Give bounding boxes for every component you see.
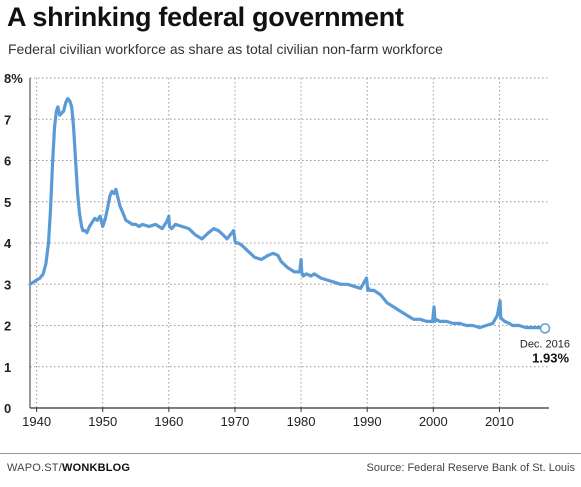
chart-title: A shrinking federal government: [7, 2, 404, 32]
source-note: Source: Federal Reserve Bank of St. Loui…: [366, 462, 576, 474]
axes: [29, 78, 549, 412]
x-tick-label: 2000: [419, 414, 448, 429]
x-tick-label: 1940: [22, 414, 51, 429]
y-tick-label: 7: [4, 112, 11, 127]
y-tick-label: 8%: [4, 71, 23, 86]
annotation-date: Dec. 2016: [520, 338, 570, 350]
credit-line: WAPO.ST/WONKBLOG: [7, 462, 130, 474]
y-tick-label: 6: [4, 154, 11, 169]
y-tick-label: 3: [4, 277, 11, 292]
credit-prefix: WAPO.ST/: [7, 462, 62, 474]
y-tick-label: 2: [4, 319, 11, 334]
y-tick-label: 4: [4, 236, 12, 251]
x-tick-label: 2010: [485, 414, 514, 429]
credit-brand: WONKBLOG: [61, 462, 131, 474]
annotation-value: 1.93%: [532, 350, 569, 365]
y-axis-ticks: 0 1 2 3 4 5 6 7 8%: [4, 71, 23, 416]
x-tick-label: 1990: [353, 414, 382, 429]
chart-subtitle: Federal civilian workforce as share as t…: [8, 41, 443, 57]
x-tick-label: 1970: [220, 414, 249, 429]
y-tick-label: 0: [4, 401, 11, 416]
x-tick-label: 1960: [154, 414, 183, 429]
x-tick-label: 1980: [287, 414, 316, 429]
grid-lines: [30, 77, 549, 408]
series-line: [28, 96, 547, 330]
y-tick-label: 5: [4, 195, 11, 210]
x-axis-ticks: 1940 1950 1960 1970 1980 1990 2000 2010: [22, 414, 514, 429]
x-tick-label: 1950: [88, 414, 117, 429]
footer-divider: [0, 453, 581, 454]
y-tick-label: 1: [4, 360, 11, 375]
endpoint-marker: [539, 323, 551, 334]
series-group: [28, 96, 547, 330]
